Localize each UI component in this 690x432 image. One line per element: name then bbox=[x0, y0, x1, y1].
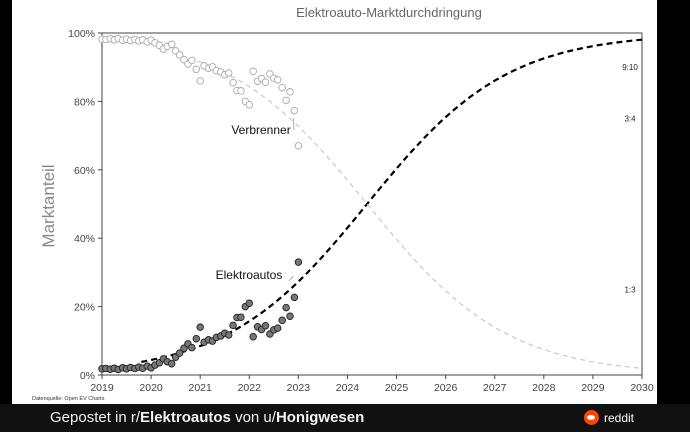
ice-data-point bbox=[286, 88, 294, 96]
chart-title: Elektroauto-Marktdurchdringung bbox=[296, 5, 482, 20]
trend-lines bbox=[141, 38, 643, 369]
ice-data-point bbox=[290, 106, 299, 115]
ice-trend-line bbox=[180, 54, 643, 369]
user-link[interactable]: Honigwesen bbox=[275, 409, 365, 426]
ev-data-point bbox=[196, 323, 204, 331]
ev-data-point bbox=[278, 316, 286, 325]
y-tick-label: 40% bbox=[74, 233, 95, 245]
y-tick-label: 20% bbox=[74, 302, 95, 314]
ice-data-point bbox=[245, 101, 254, 109]
y-tick-label: 80% bbox=[74, 96, 95, 108]
plot-area bbox=[101, 32, 643, 376]
ice-data-point bbox=[273, 76, 282, 84]
ice-data-point bbox=[224, 69, 233, 77]
x-tick-label: 2027 bbox=[483, 382, 507, 394]
x-tick-label: 2024 bbox=[336, 382, 360, 394]
x-tick-label: 2029 bbox=[581, 382, 605, 394]
x-tick-label: 2026 bbox=[434, 382, 458, 394]
caption-prefix: Gepostet in r/ bbox=[50, 409, 141, 426]
ev-annotation: Elektroautos bbox=[216, 268, 283, 282]
ev-data-point bbox=[245, 299, 254, 307]
ice-data-point bbox=[229, 78, 237, 87]
post-footer: Gepostet in r/Elektroautos von u/Honigwe… bbox=[0, 404, 690, 432]
ice-annotation-leader bbox=[293, 118, 295, 131]
x-tick-label: 2028 bbox=[532, 382, 556, 394]
ev-data-point bbox=[229, 321, 237, 330]
ev-annotation-leader bbox=[288, 275, 294, 282]
post-caption: Gepostet in r/Elektroautos von u/Honigwe… bbox=[50, 409, 364, 426]
y-tick-label: 100% bbox=[68, 28, 95, 40]
ice-data-point bbox=[278, 83, 286, 92]
x-tick-label: 2030 bbox=[630, 382, 654, 394]
ice-data-point bbox=[249, 67, 257, 76]
ev-data-point bbox=[188, 343, 196, 352]
ev-data-point bbox=[249, 332, 257, 341]
x-tick-label: 2019 bbox=[90, 382, 114, 394]
ev-data-point bbox=[192, 334, 201, 343]
ice-data-point bbox=[192, 65, 201, 74]
ice-annotation: Verbrenner bbox=[231, 123, 290, 137]
subreddit-link[interactable]: Elektroautos bbox=[140, 409, 231, 426]
ratio-label: 3:4 bbox=[624, 115, 636, 124]
reddit-brand[interactable]: reddit bbox=[583, 410, 634, 425]
ice-data-point bbox=[167, 40, 176, 49]
ev-data-point bbox=[224, 331, 233, 339]
ice-data-point bbox=[188, 56, 196, 65]
ice-data-point bbox=[196, 77, 204, 85]
brand-label: reddit bbox=[603, 410, 634, 425]
data-points bbox=[98, 34, 303, 374]
caption-middle: von u/ bbox=[230, 409, 276, 426]
reddit-logo-icon bbox=[583, 410, 599, 425]
x-tick-label: 2023 bbox=[287, 382, 311, 394]
axis-ticks: 2019 2020 2021 2022 2023 2024 2025 2026 2027 2028… bbox=[68, 28, 654, 394]
x-tick-label: 2025 bbox=[385, 382, 409, 394]
ice-data-point bbox=[282, 96, 290, 105]
annotations: Verbrenner Elektroautos 9:10 3:4 1:3 bbox=[216, 63, 639, 294]
ratio-label: 9:10 bbox=[622, 63, 638, 72]
y-tick-label: 60% bbox=[74, 165, 95, 177]
ratio-label: 1:3 bbox=[624, 286, 636, 295]
ice-data-point bbox=[261, 78, 270, 86]
chart: Elektroauto-Marktdurchdringung Marktante… bbox=[32, 5, 654, 402]
chart-frame: Elektroauto-Marktdurchdringung Marktante… bbox=[12, 0, 657, 404]
ev-data-point bbox=[261, 322, 270, 330]
ev-data-point bbox=[286, 312, 294, 320]
ev-data-point bbox=[282, 303, 290, 312]
ice-data-point bbox=[175, 51, 184, 59]
x-tick-label: 2020 bbox=[139, 382, 163, 394]
ev-data-point bbox=[294, 258, 303, 266]
ev-data-point bbox=[273, 324, 282, 332]
x-tick-label: 2021 bbox=[189, 382, 213, 394]
ev-data-point bbox=[167, 359, 176, 368]
x-tick-label: 2022 bbox=[238, 382, 262, 394]
ice-data-point bbox=[294, 142, 303, 150]
y-axis-label: Marktanteil bbox=[39, 164, 58, 247]
ice-data-point bbox=[237, 87, 245, 95]
ev-data-point bbox=[175, 349, 184, 357]
ev-data-point bbox=[237, 313, 245, 321]
ev-data-point bbox=[290, 293, 299, 302]
ev-trend-line bbox=[141, 38, 643, 363]
source-note: Datenquelle: Open EV Charts bbox=[32, 396, 105, 402]
y-tick-label: 0% bbox=[80, 370, 95, 382]
plot-border bbox=[101, 32, 643, 376]
